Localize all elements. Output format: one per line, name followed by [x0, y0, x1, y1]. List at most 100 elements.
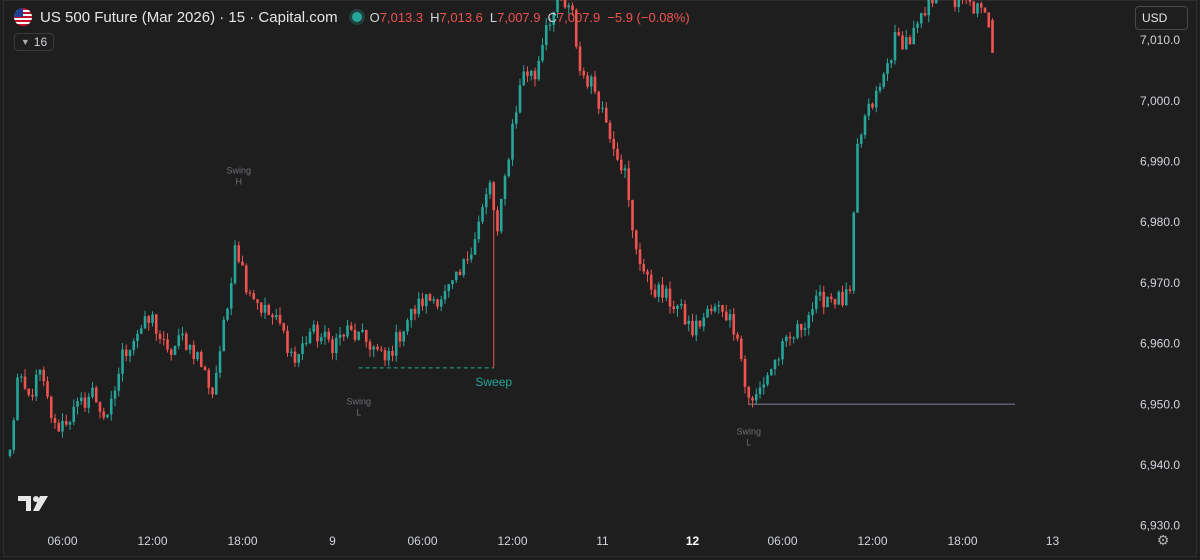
- candle: [661, 276, 664, 303]
- candle-body: [762, 384, 766, 388]
- candle: [788, 332, 792, 346]
- candle-body: [792, 337, 796, 339]
- candle-body: [128, 350, 132, 357]
- candle: [169, 347, 173, 361]
- candle-body: [218, 351, 222, 373]
- candle-body: [814, 295, 818, 310]
- candle-body: [342, 334, 346, 337]
- candle: [42, 366, 46, 387]
- candle: [934, 0, 938, 4]
- candle-body: [469, 254, 473, 260]
- candle: [563, 0, 567, 9]
- candle: [496, 206, 499, 236]
- candle-body: [83, 397, 87, 408]
- tradingview-logo[interactable]: [18, 494, 52, 514]
- candle-body: [499, 198, 503, 232]
- candle: [649, 269, 653, 296]
- x-tick-label: 12:00: [137, 534, 167, 548]
- candle: [904, 29, 908, 50]
- candle-body: [297, 354, 301, 363]
- candle-body: [563, 0, 567, 8]
- candle-body: [484, 194, 488, 208]
- candle-body: [552, 11, 556, 25]
- candle-body: [143, 316, 147, 329]
- candle: [983, 7, 987, 13]
- x-tick-label: 9: [329, 534, 336, 548]
- candle: [694, 314, 698, 342]
- candle-body: [443, 290, 447, 300]
- candle-body: [308, 331, 312, 344]
- candle-body: [728, 314, 732, 321]
- candle-body: [346, 325, 349, 337]
- candle: [323, 325, 327, 345]
- x-tick-label: 12:00: [497, 534, 527, 548]
- candle: [458, 269, 462, 276]
- candle: [488, 179, 492, 200]
- candle: [672, 300, 676, 314]
- candle-body: [192, 344, 196, 360]
- candle: [803, 322, 807, 337]
- candle-body: [518, 85, 522, 113]
- candle-body: [661, 284, 664, 298]
- candle: [612, 131, 616, 157]
- candle-body: [739, 338, 743, 359]
- candle: [856, 138, 859, 213]
- candle: [57, 419, 61, 432]
- currency-button[interactable]: USD: [1135, 6, 1188, 30]
- candle-body: [931, 0, 934, 4]
- candle: [739, 335, 743, 362]
- candle: [503, 173, 507, 206]
- candle: [447, 284, 451, 298]
- candle-body: [991, 20, 994, 53]
- candle-body: [818, 291, 822, 296]
- candle: [248, 289, 252, 297]
- candle-body: [409, 308, 413, 321]
- candle: [574, 8, 578, 49]
- candle-body: [672, 306, 676, 310]
- price-axis[interactable]: 6,930.0 6,940.0 6,950.0 6,960.0 6,970.0 6,980…: [1140, 0, 1180, 533]
- candle-body: [293, 351, 297, 363]
- candle-body: [694, 320, 698, 336]
- swing-high-label-1-line2: H: [236, 177, 243, 187]
- candle-body: [556, 0, 559, 12]
- candle-body: [451, 280, 454, 285]
- candle: [604, 102, 608, 123]
- gear-icon[interactable]: ⚙: [1156, 531, 1170, 548]
- candle-body: [106, 414, 109, 418]
- candle: [136, 329, 139, 349]
- candle: [979, 1, 983, 14]
- candle-body: [214, 372, 218, 395]
- candle: [353, 323, 357, 342]
- candle-body: [301, 343, 304, 355]
- candle: [289, 348, 293, 357]
- candle: [106, 414, 109, 419]
- time-axis[interactable]: 06:00 12:00 18:00 9 06:00 12:00 11 12 06:00 12:00…: [47, 534, 1059, 548]
- candle-body: [837, 291, 841, 305]
- candle: [188, 344, 192, 355]
- candle-body: [634, 230, 638, 250]
- candle: [811, 302, 814, 323]
- candle: [83, 392, 87, 412]
- candle: [23, 369, 27, 391]
- candle-body: [199, 352, 203, 367]
- candle: [263, 297, 267, 320]
- indicators-toggle[interactable]: ▼ 16: [14, 33, 54, 51]
- candle: [717, 300, 721, 314]
- candle-body: [717, 305, 721, 307]
- candle-body: [601, 107, 604, 109]
- symbol-title[interactable]: US 500 Future (Mar 2026) · 15 · Capital.…: [40, 8, 338, 26]
- candle: [38, 369, 42, 381]
- candle-body: [68, 422, 72, 425]
- candle: [518, 78, 522, 114]
- candle-body: [781, 341, 784, 360]
- candle-body: [604, 107, 608, 123]
- candle: [334, 333, 338, 361]
- candle: [233, 240, 237, 285]
- candle-body: [338, 334, 342, 338]
- candle: [286, 325, 289, 357]
- candle: [402, 330, 406, 347]
- swing-high-label-1-line1: Swing: [226, 166, 251, 176]
- x-tick-label: 18:00: [947, 534, 977, 548]
- candle: [53, 413, 57, 429]
